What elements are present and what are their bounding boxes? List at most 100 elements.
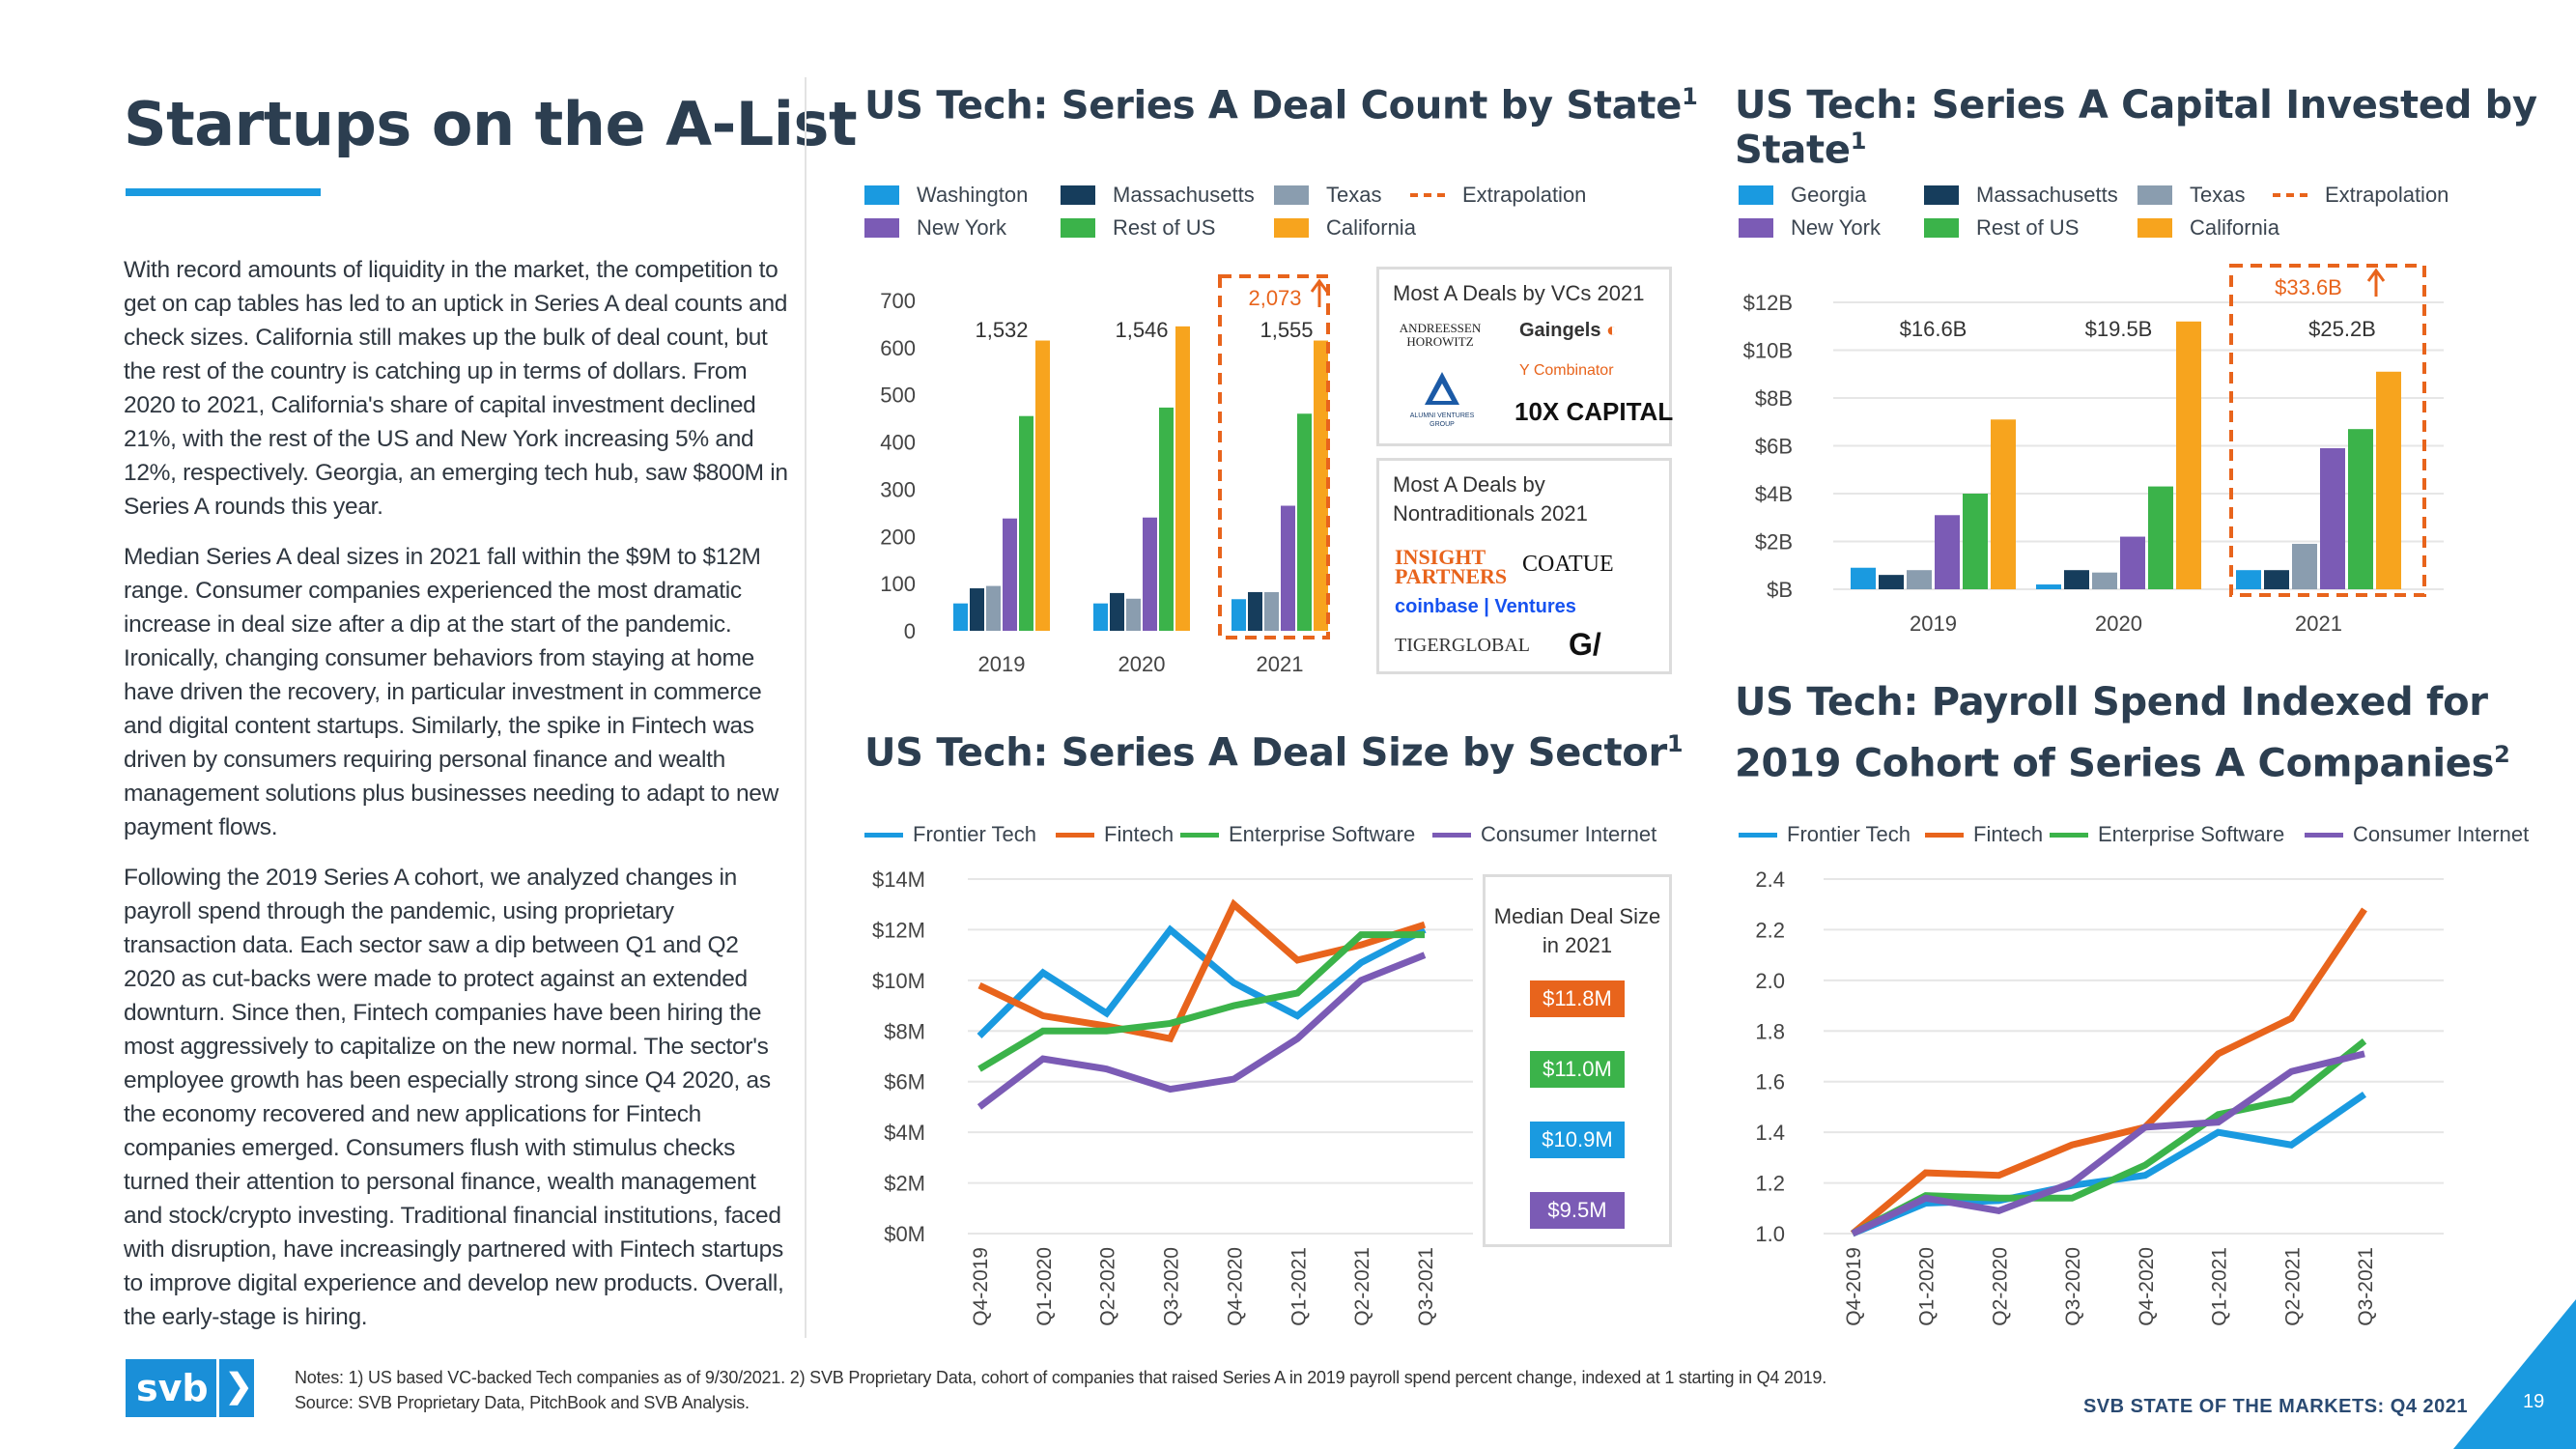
y-tick-label: $14M [872,867,925,892]
x-tick-label: Q3-2020 [2062,1247,2084,1326]
legend-item-enterprise-software: Enterprise Software [2050,822,2284,847]
payroll-title: US Tech: Payroll Spend Indexed for 2019 … [1735,676,2510,789]
legend-swatch [1274,218,1309,238]
x-tick-label: Q3-2020 [1161,1247,1183,1326]
capital-title-text: US Tech: Series A Capital Invested by St… [1735,83,2537,173]
legend-swatch [864,218,899,238]
extrapolation-label: $33.6B [2275,275,2342,299]
y-tick-label: $4M [884,1121,925,1145]
legend-line [1180,832,1219,838]
y-tick-label: 1.0 [1755,1222,1785,1246]
y-combinator-logo: Y Combinator [1519,362,1614,379]
legend-label: California [2190,215,2279,240]
median-deal-size-box: Median Deal Size in 2021 $11.8M $11.0M $… [1483,874,1672,1247]
nontraditional-deals-box: Most A Deals by Nontraditionals 2021 INS… [1376,458,1672,674]
legend-label: Washington [917,183,1029,207]
legend-line [864,832,903,838]
median-box-title: Median Deal Size in 2021 [1493,904,1661,957]
bar-new-york-2019 [1003,518,1017,631]
legend-label: Frontier Tech [913,822,1036,846]
legend-swatch [2137,218,2172,238]
legend-swatch [1739,218,1773,238]
legend-item-washington: Washington [864,183,1028,208]
legend-item-california: California [2137,215,2279,241]
legend-item-consumer-internet: Consumer Internet [2305,822,2529,847]
series-line-frontier-tech [977,924,1427,1039]
x-tick-label: 2020 [2095,611,2142,636]
vc-deals-box: Most A Deals by VCs 2021 ANDREESSEN HORO… [1376,267,1673,446]
bar-california-2019 [1035,340,1050,631]
payroll-chart: 1.0 1.2 1.4 1.6 1.8 2.0 2.2 2.4 Q4-2019 Q1-2020 Q2… [1755,867,2444,1326]
total-label: $25.2B [2308,317,2376,341]
deal-count-chart: 0 100 200 300 400 500 600 700 2019 1,532 2020 1,546… [880,274,1330,676]
y-tick-label: $0M [884,1222,925,1246]
x-tick-label: Q1-2021 [2209,1247,2231,1326]
bar-new-york-2021 [2320,447,2345,589]
x-tick-label: Q2-2021 [2281,1247,2304,1326]
deal-size-chart: $0M $2M $4M $6M $8M $10M $12M $14M Q4-2019 Q1-202… [872,867,1473,1326]
median-fintech-badge: $11.8M [1530,980,1625,1017]
legend-label: Massachusetts [1976,183,2118,207]
x-tick-label: 2021 [1257,652,1304,676]
legend-line [1925,832,1964,838]
y-tick-label: $4B [1755,482,1793,506]
legend-item-frontier-tech: Frontier Tech [864,822,1036,847]
bar-texas-2020 [1126,598,1141,631]
footnote-marker: 1 [1682,83,1698,110]
legend-label: Fintech [1973,822,2044,846]
legend-line [1432,832,1471,838]
legend-swatch [1924,218,1959,238]
median-enterprise-badge: $11.0M [1530,1051,1625,1088]
y-tick-label: $12M [872,918,925,942]
legend-item-rest-of-us: Rest of US [1061,215,1215,241]
y-tick-label: 1.4 [1755,1121,1785,1145]
alumni-ventures-logo: ALUMNI VENTURES GROUP [1408,370,1476,429]
bar-texas-2019 [1907,570,1932,589]
footnote-marker: 2 [2494,741,2510,768]
chevron-right-icon: ❯ [225,1368,253,1405]
bar-georgia-2021 [2236,570,2261,589]
legend-item-massachusetts: Massachusetts [1061,183,1255,208]
legend-item-extrapolation: Extrapolation [2273,183,2449,208]
source-line: Source: SVB Proprietary Data, PitchBook … [295,1393,750,1412]
capital-title: US Tech: Series A Capital Invested by St… [1735,83,2576,172]
median-consumer-badge: $9.5M [1530,1192,1625,1229]
y-tick-label: 1.8 [1755,1019,1785,1043]
extrapolation-label: 2,073 [1248,286,1301,310]
arrow-up-icon [2366,268,2386,297]
bar-texas-2021 [2292,543,2317,589]
legend-label: Fintech [1104,822,1175,846]
legend-label: Frontier Tech [1787,822,1911,846]
bar-california-2021 [2376,371,2401,589]
y-tick-label: $8B [1755,386,1793,411]
bar-new-york-2020 [2120,536,2145,589]
general-catalyst-logo: G/ [1569,627,1601,662]
body-text: With record amounts of liquidity in the … [124,253,790,1350]
deal-count-title-text: US Tech: Series A Deal Count by State [864,83,1683,128]
series-line-consumer-internet [977,952,1427,1110]
legend-label: Extrapolation [2325,183,2449,207]
legend-label: Texas [2190,183,2246,207]
bar-new-york-2019 [1935,515,1960,589]
svb-logo-divider [216,1359,219,1417]
paragraph-3: Following the 2019 Series A cohort, we a… [124,865,784,1330]
legend-label: Rest of US [1976,215,2080,240]
bar-rest-of-us-2020 [1159,407,1174,631]
vc-deals-box-title: Most A Deals by VCs 2021 [1393,281,1645,305]
y-tick-label: 700 [880,289,916,313]
svb-logo-text: svb [136,1367,209,1409]
y-tick-label: 400 [880,431,916,455]
legend-line [2050,832,2088,838]
nontraditional-box-title: Most A Deals by Nontraditionals 2021 [1393,472,1588,526]
bar-massachusetts-2020 [1110,592,1124,631]
legend-item-texas: Texas [2137,183,2245,208]
legend-label: Enterprise Software [2098,822,2285,846]
y-tick-label: 100 [880,572,916,596]
legend-item-enterprise-software: Enterprise Software [1180,822,1415,847]
coatue-logo: COATUE [1522,552,1614,577]
y-tick-label: $2B [1755,530,1793,554]
bar-rest-of-us-2021 [2348,429,2373,589]
legend-swatch [1274,185,1309,205]
y-tick-label: $8M [884,1019,925,1043]
y-tick-label: $B [1767,578,1793,602]
